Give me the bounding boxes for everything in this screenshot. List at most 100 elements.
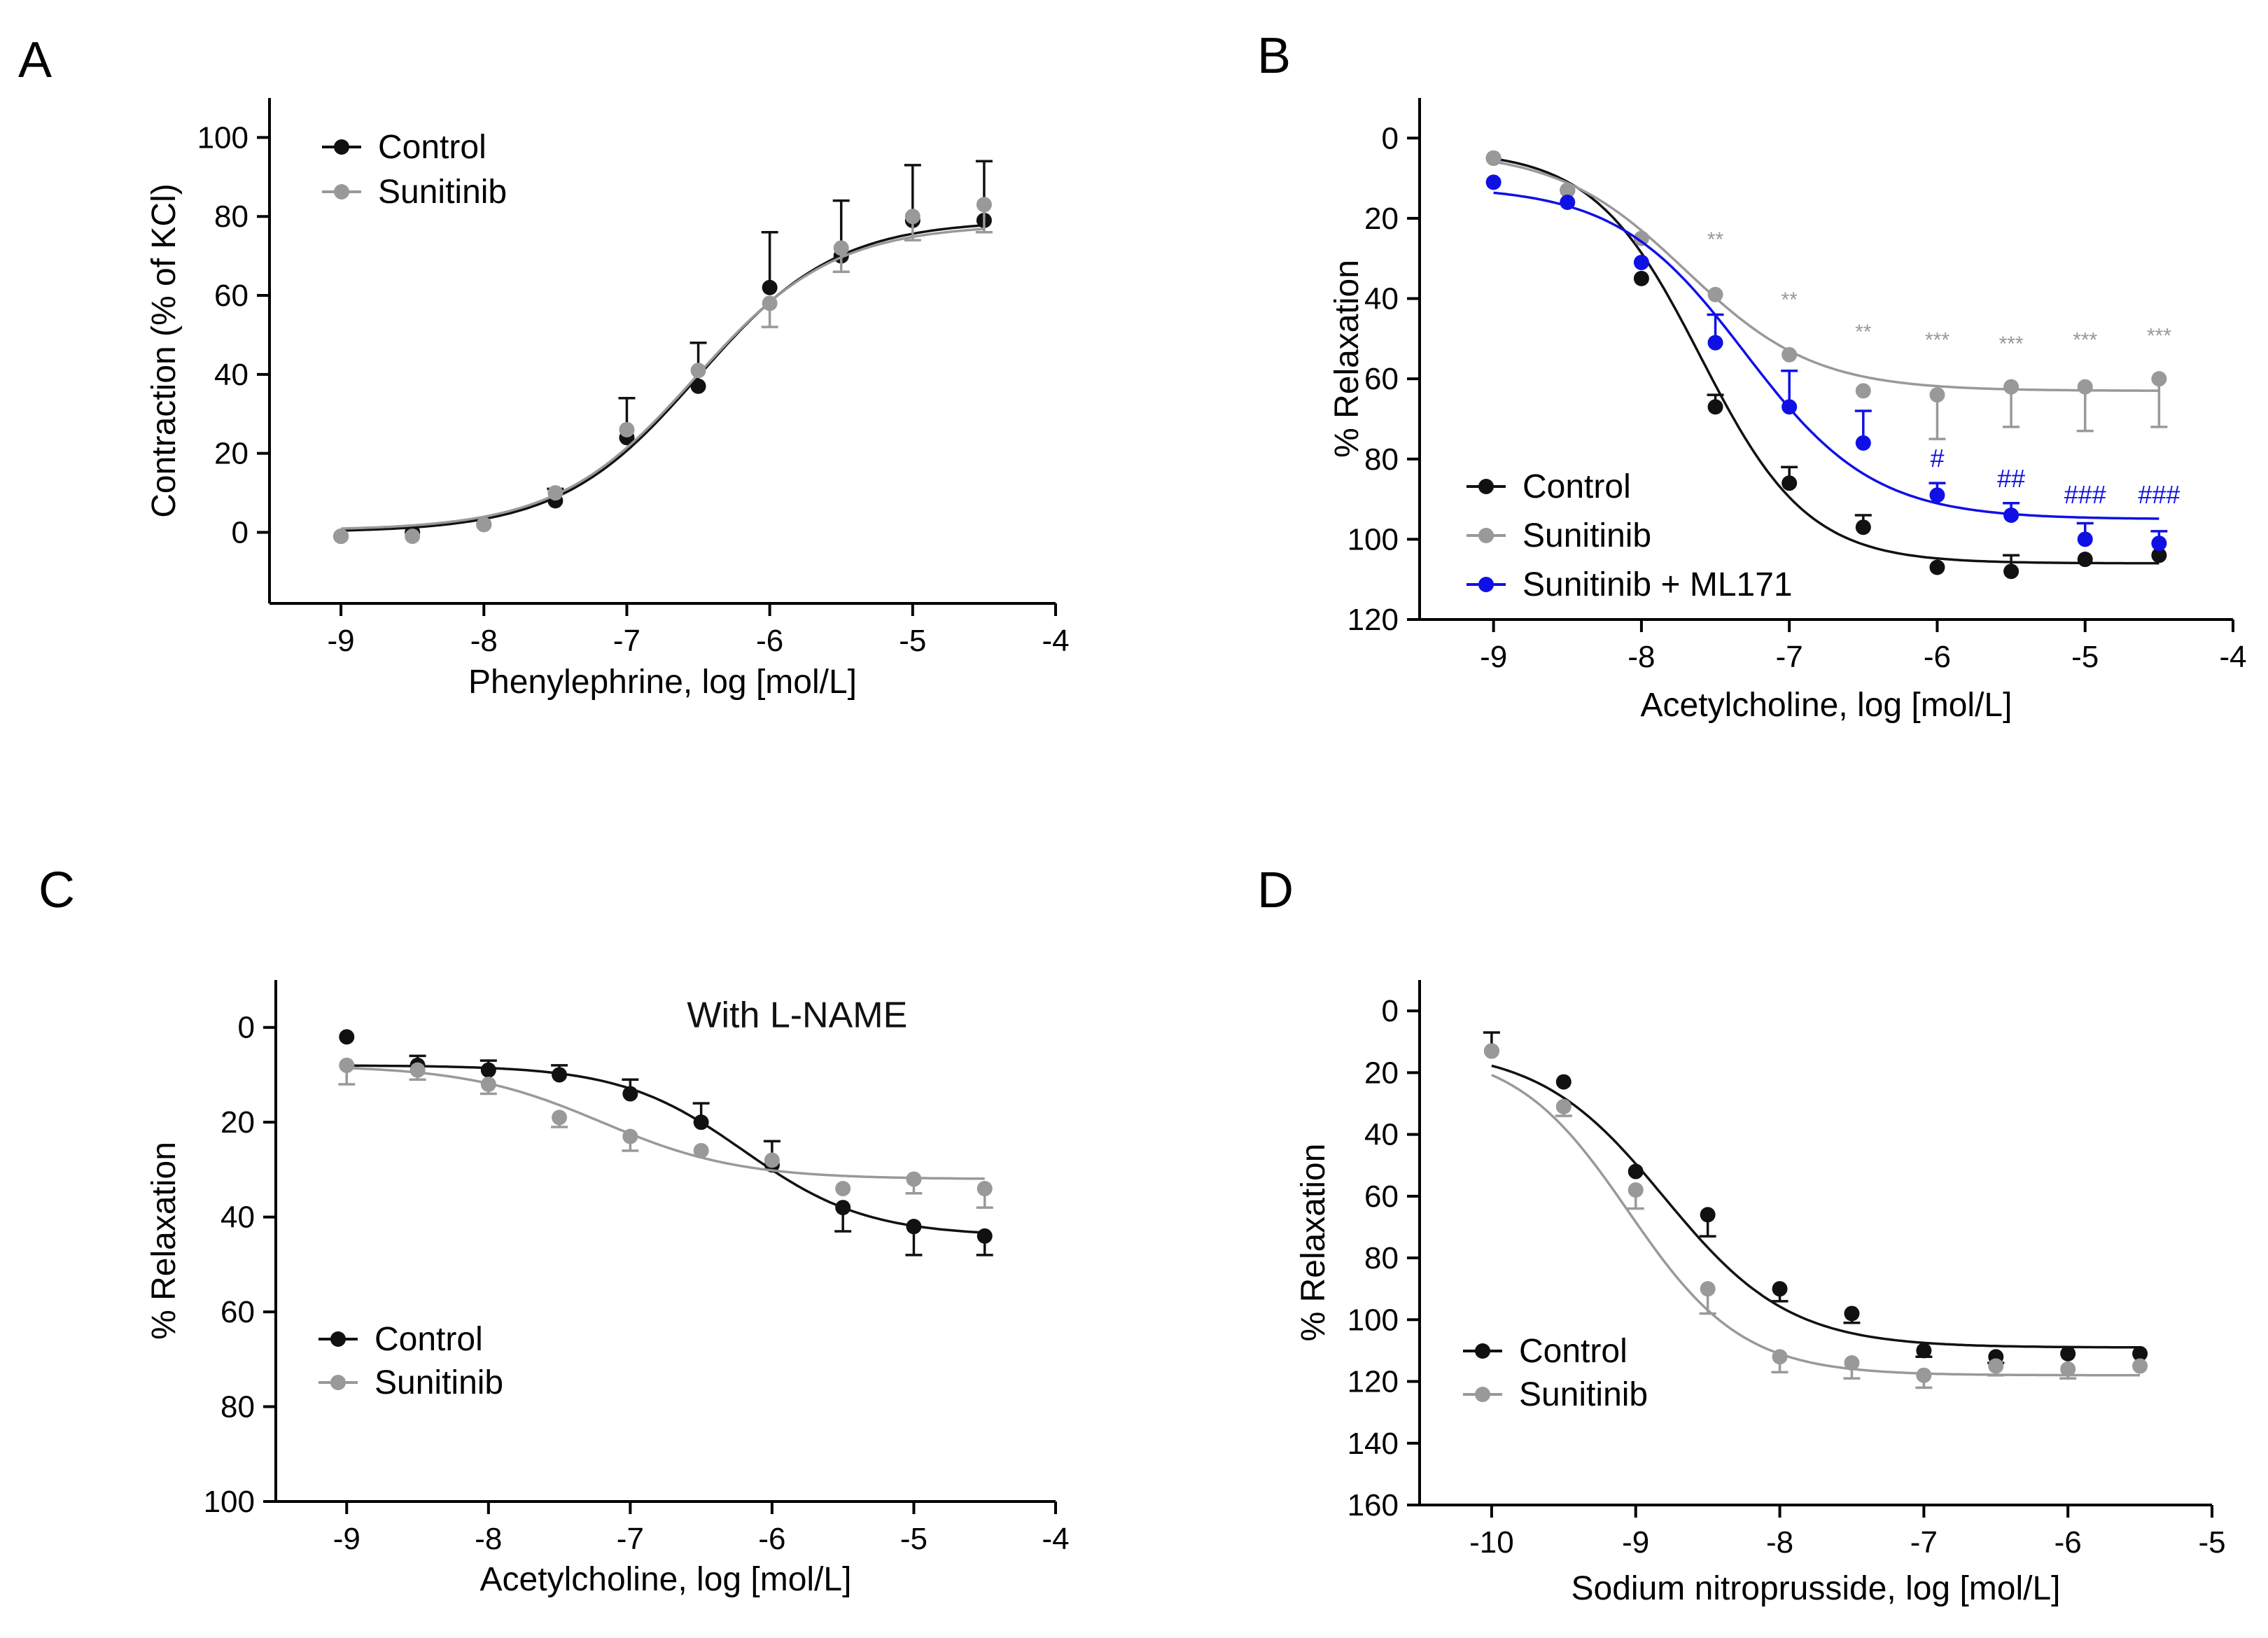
data-point — [1988, 1358, 2004, 1374]
data-point — [333, 528, 349, 545]
x-tick-label: -9 — [328, 624, 355, 658]
significance-marker: ### — [2064, 480, 2106, 509]
x-tick-label: -7 — [1910, 1525, 1938, 1560]
panel-a: 0 20 40 60 80 100 -9 -8 -7 -6 -5 -4 Phenylephrine, l… — [146, 98, 1070, 701]
data-point — [690, 363, 706, 379]
data-point — [1916, 1367, 1932, 1383]
data-point — [764, 1152, 780, 1168]
data-point — [906, 1219, 922, 1235]
data-point — [1628, 1182, 1644, 1198]
data-point — [2077, 379, 2093, 395]
data-point — [1628, 1163, 1644, 1180]
y-tick-label: 80 — [220, 1390, 255, 1424]
data-point — [1700, 1207, 1716, 1223]
fit-curve-control — [341, 224, 985, 532]
data-point — [2132, 1358, 2148, 1374]
legend-label: Control — [1519, 1333, 1628, 1370]
legend-marker — [1478, 479, 1494, 494]
data-point — [2003, 379, 2019, 395]
y-tick-label: 60 — [1364, 1180, 1399, 1214]
data-point — [339, 1057, 355, 1073]
y-tick-label: 80 — [1364, 442, 1399, 477]
data-point — [1782, 475, 1798, 491]
data-point — [480, 1062, 496, 1078]
data-point — [2151, 371, 2167, 387]
x-tick-label: -4 — [1042, 1522, 1069, 1556]
fit-curve-control — [1493, 157, 2160, 565]
data-point — [1707, 286, 1723, 302]
panel-letter-b: B — [1257, 28, 1291, 84]
data-point — [405, 528, 421, 545]
data-point — [693, 1114, 709, 1130]
y-tick-label: 120 — [1348, 603, 1399, 637]
legend-marker — [334, 184, 349, 200]
legend-label: Control — [378, 129, 486, 166]
x-tick-label: -4 — [2219, 640, 2246, 674]
panel-c: 0 20 40 60 80 100 -9 -8 -7 -6 -5 -4 Acetylcholine, l… — [146, 980, 1070, 1598]
panel-letter-a: A — [18, 32, 52, 88]
x-tick-label: -8 — [1628, 640, 1655, 674]
data-point — [552, 1110, 568, 1126]
data-point — [2077, 531, 2093, 547]
legend-marker — [330, 1375, 346, 1390]
fit-curve-control — [1491, 1064, 2141, 1349]
fit-curve-sunitinib — [1493, 160, 2160, 392]
data-point — [622, 1086, 638, 1102]
panel-annotation: With L-NAME — [687, 995, 907, 1036]
fit-curve-sunitinib-ml171 — [1493, 191, 2160, 520]
legend-marker — [330, 1331, 346, 1347]
significance-marker: # — [1930, 444, 1944, 472]
data-point — [1929, 559, 1945, 575]
data-point — [1782, 399, 1798, 415]
significance-marker: *** — [1925, 328, 1949, 351]
y-tick-label: 20 — [1364, 1056, 1399, 1090]
legend-label: Sunitinib — [378, 174, 507, 211]
y-tick-label: 60 — [220, 1295, 255, 1329]
data-point — [1844, 1306, 1860, 1322]
data-point — [547, 485, 564, 501]
data-point — [1855, 519, 1871, 536]
data-point — [1707, 399, 1723, 415]
data-point — [2151, 547, 2167, 564]
data-point — [1855, 435, 1871, 451]
y-tick-label: 80 — [1364, 1241, 1399, 1275]
data-point — [552, 1067, 568, 1083]
legend-label: Sunitinib — [1519, 1376, 1648, 1413]
data-point — [1555, 1098, 1572, 1114]
data-point — [1485, 150, 1502, 166]
x-tick-label: -7 — [617, 1522, 644, 1556]
y-tick-label: 20 — [1364, 202, 1399, 236]
y-axis-title: % Relaxation — [146, 1142, 183, 1340]
x-tick-label: -9 — [1480, 640, 1507, 674]
y-tick-label: 20 — [214, 437, 248, 471]
y-tick-label: 40 — [220, 1200, 255, 1235]
x-axis-title: Sodium nitroprusside, log [mol/L] — [1572, 1570, 2061, 1607]
data-point — [1929, 387, 1945, 403]
legend-label: Sunitinib — [374, 1364, 503, 1401]
panel-b: 0 20 40 60 80 100 120 -9 -8 -7 -6 -5 -4 Acetylcholine… — [1329, 98, 2247, 724]
x-tick-label: -5 — [2198, 1525, 2225, 1560]
x-tick-label: -9 — [1622, 1525, 1649, 1560]
legend-label: Sunitinib + ML171 — [1522, 566, 1793, 603]
significance-marker: ** — [1782, 288, 1798, 312]
x-axis-title: Phenylephrine, log [mol/L] — [468, 664, 857, 701]
data-point — [2077, 552, 2093, 568]
data-point — [476, 517, 492, 533]
significance-marker: *** — [1999, 332, 2024, 356]
data-point — [762, 295, 778, 312]
y-tick-label: 80 — [214, 200, 248, 234]
fit-curve-control — [346, 1064, 985, 1234]
y-tick-label: 120 — [1348, 1365, 1399, 1399]
x-tick-label: -5 — [899, 624, 926, 658]
y-tick-label: 0 — [1382, 121, 1399, 155]
legend-label: Control — [1522, 468, 1631, 505]
data-point — [690, 378, 706, 394]
data-point — [1700, 1281, 1716, 1297]
data-point — [2060, 1345, 2076, 1362]
y-tick-label: 40 — [1364, 1118, 1399, 1152]
data-point — [1483, 1043, 1499, 1059]
significance-marker: *** — [2147, 325, 2171, 348]
panel-d: 0 20 40 60 80 100 120 140 160 -10 -9 -8 -7 -6 -5 Sodium… — [1295, 980, 2226, 1607]
data-point — [1485, 174, 1502, 190]
